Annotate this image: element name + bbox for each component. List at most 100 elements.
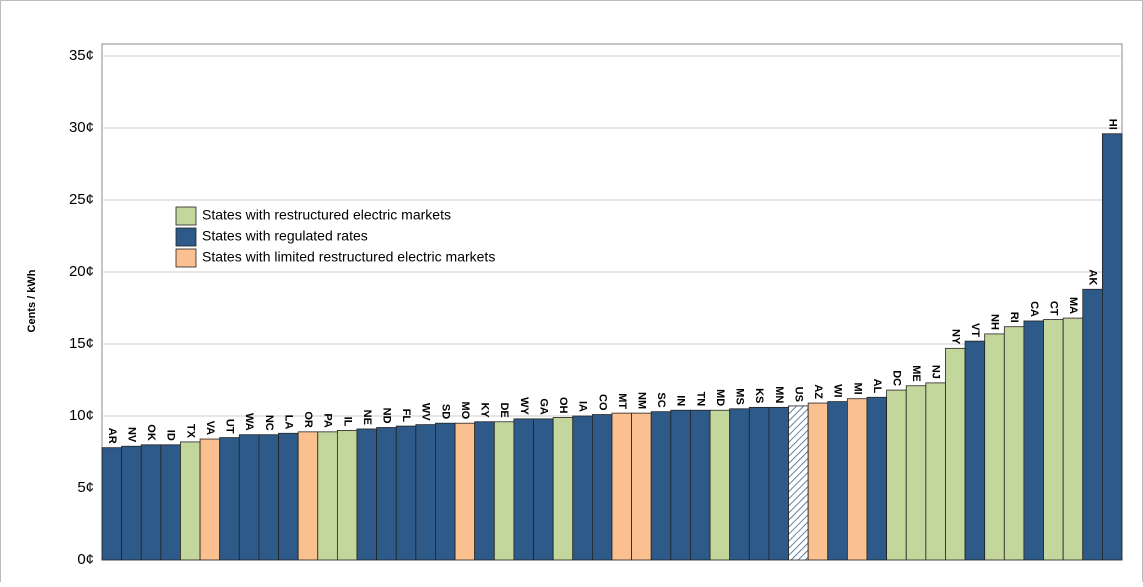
bar-category-label: IN bbox=[675, 395, 687, 406]
bar bbox=[748, 406, 770, 561]
bar bbox=[846, 398, 868, 561]
y-tick-label: 30¢ bbox=[69, 119, 94, 136]
bar-category-label: NH bbox=[989, 314, 1001, 330]
legend-label: States with restructured electric market… bbox=[202, 207, 451, 223]
y-tick-label: 15¢ bbox=[69, 335, 94, 352]
bar bbox=[180, 441, 201, 561]
bar bbox=[807, 402, 829, 561]
bar bbox=[631, 412, 652, 561]
bar bbox=[905, 385, 927, 561]
bar-category-label: WV bbox=[420, 403, 432, 421]
bar-category-label: KS bbox=[753, 388, 765, 403]
y-tick-label: 35¢ bbox=[69, 47, 94, 64]
bar bbox=[670, 409, 691, 561]
bar-category-label: IL bbox=[341, 417, 353, 427]
bar-category-label: MI bbox=[851, 382, 863, 394]
bar-category-label: WY bbox=[518, 397, 530, 415]
legend-label: States with regulated rates bbox=[202, 228, 368, 244]
bar-category-label: DE bbox=[498, 402, 510, 417]
y-tick-label: 5¢ bbox=[77, 479, 94, 496]
bar-category-label: CT bbox=[1047, 301, 1059, 316]
bar bbox=[454, 422, 476, 561]
bar-category-label: MS bbox=[734, 388, 746, 405]
bar bbox=[258, 434, 279, 561]
bar-category-label: NV bbox=[126, 427, 138, 443]
bar bbox=[474, 421, 495, 561]
y-tick-label: 0¢ bbox=[77, 551, 94, 568]
bar-category-label: MO bbox=[459, 401, 471, 419]
bar bbox=[533, 418, 554, 561]
bar-category-label: CO bbox=[596, 394, 608, 411]
bar bbox=[552, 417, 574, 561]
bar bbox=[1062, 317, 1084, 561]
bar bbox=[336, 429, 358, 561]
bar bbox=[572, 415, 593, 561]
bar bbox=[160, 444, 181, 561]
bar bbox=[317, 431, 338, 561]
bar-category-label: MT bbox=[616, 393, 628, 409]
bar-category-label: ID bbox=[165, 430, 177, 441]
bar bbox=[984, 333, 1005, 561]
bar bbox=[238, 434, 260, 561]
bar-category-label: VT bbox=[969, 323, 981, 337]
bar bbox=[925, 382, 946, 561]
bar-category-label: WI bbox=[832, 384, 844, 397]
bar bbox=[886, 389, 907, 561]
bar-category-label: RI bbox=[1008, 312, 1020, 323]
bar bbox=[650, 411, 672, 561]
bar-category-label: PA bbox=[322, 413, 334, 428]
bar bbox=[415, 424, 436, 561]
legend-swatch bbox=[175, 227, 197, 247]
legend-swatch bbox=[175, 206, 197, 226]
bar-category-label: NE bbox=[361, 410, 373, 425]
bar bbox=[709, 409, 731, 561]
bar-category-label: OK bbox=[145, 424, 157, 441]
bar bbox=[945, 347, 966, 561]
bar bbox=[219, 437, 240, 561]
bar-category-label: AL bbox=[871, 379, 883, 394]
bar bbox=[1101, 133, 1123, 561]
y-tick-label: 10¢ bbox=[69, 407, 94, 424]
bar bbox=[121, 445, 142, 561]
bar bbox=[435, 422, 456, 561]
bar-category-label: CA bbox=[1028, 301, 1040, 317]
y-axis-label: Cents / kWh bbox=[26, 269, 38, 332]
bar-category-label: VA bbox=[204, 421, 216, 436]
bar-category-label: ND bbox=[381, 408, 393, 424]
bar-category-label: KY bbox=[479, 402, 491, 418]
bar-category-label: FL bbox=[400, 409, 412, 423]
bar bbox=[199, 438, 221, 561]
bar bbox=[1043, 319, 1064, 561]
bar bbox=[827, 401, 848, 561]
bar-category-label: AR bbox=[106, 428, 118, 444]
bar-category-label: NY bbox=[949, 329, 961, 345]
bar bbox=[101, 447, 123, 561]
bar-category-label: SC bbox=[655, 392, 667, 407]
bar bbox=[376, 427, 397, 561]
legend-swatch bbox=[175, 248, 197, 268]
bar bbox=[395, 425, 417, 561]
bar bbox=[591, 414, 613, 561]
bar-category-label: TX bbox=[184, 424, 196, 439]
bar bbox=[788, 405, 809, 561]
bar-category-label: SD bbox=[439, 404, 451, 419]
bar-category-label: DC bbox=[891, 370, 903, 386]
bar bbox=[729, 408, 750, 561]
bar-category-label: AK bbox=[1087, 269, 1099, 285]
bar bbox=[1003, 326, 1025, 561]
bar-category-label: AZ bbox=[812, 384, 824, 399]
y-tick-label: 25¢ bbox=[69, 191, 94, 208]
bar-category-label: LA bbox=[282, 415, 294, 430]
bar-category-label: NC bbox=[263, 415, 275, 431]
bar bbox=[768, 406, 789, 561]
bar-category-label: MD bbox=[714, 389, 726, 406]
bar-category-label: HI bbox=[1106, 119, 1118, 130]
bar-category-label: MN bbox=[773, 386, 785, 403]
bar bbox=[690, 409, 711, 561]
bar bbox=[297, 431, 319, 561]
bar bbox=[964, 340, 986, 561]
bar-category-label: GA bbox=[537, 398, 549, 415]
bar-category-label: NJ bbox=[930, 365, 942, 379]
bar-category-label: OR bbox=[302, 411, 314, 428]
bar-category-label: US bbox=[792, 387, 804, 402]
